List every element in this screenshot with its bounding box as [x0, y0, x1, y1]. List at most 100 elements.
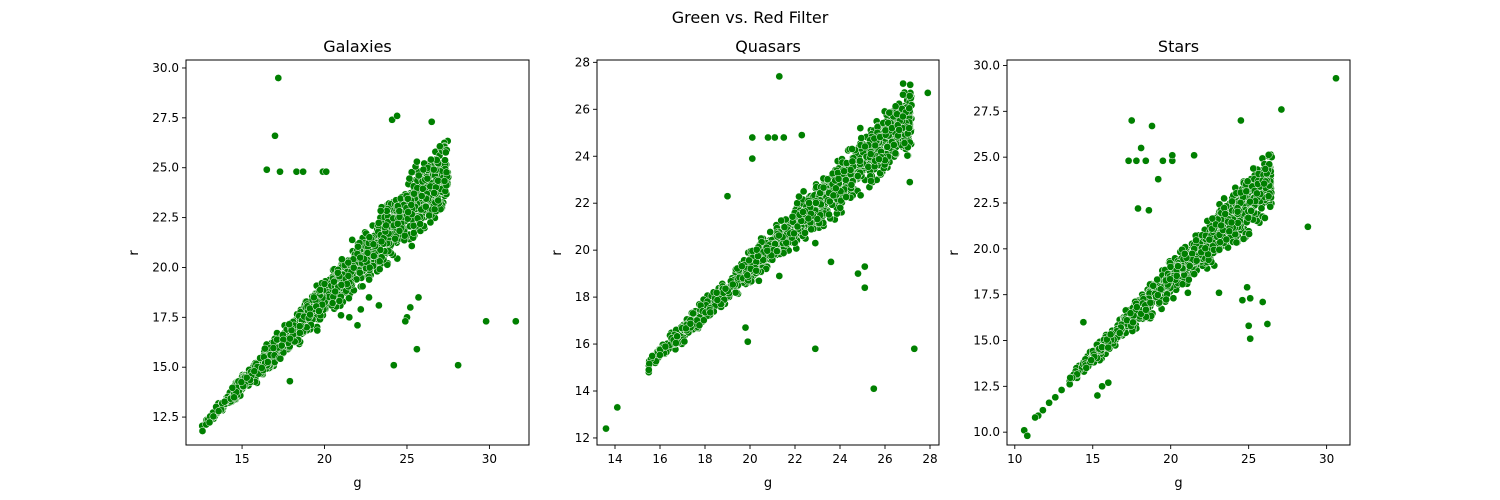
- scatter-point: [1087, 356, 1096, 365]
- y-tick-label: 17.5: [973, 288, 1000, 302]
- scatter-point: [383, 260, 392, 269]
- scatter-point: [1174, 262, 1182, 271]
- scatter-point: [712, 288, 721, 297]
- scatter-point: [1217, 221, 1226, 230]
- scatter-point: [825, 210, 833, 219]
- scatter-point: [899, 112, 907, 121]
- panel-quasars: Quasars g r 14 16 18 20 22 24 26 28 12 14 16 18 20 22…: [550, 37, 940, 491]
- y-tick-label: 20.0: [973, 242, 1000, 256]
- scatter-point: [1045, 398, 1053, 407]
- scatter-point: [337, 281, 346, 289]
- scatter-point: [764, 133, 772, 142]
- scatter-point: [1169, 294, 1178, 303]
- scatter-point: [429, 165, 438, 174]
- y-axis-label: r: [127, 250, 142, 256]
- y-tick-label: 26: [575, 102, 590, 116]
- scatter-point: [672, 339, 680, 347]
- scatter-point: [1066, 373, 1075, 382]
- scatter-point: [906, 80, 915, 89]
- y-tick-label: 17.5: [152, 310, 179, 324]
- scatter-point: [330, 277, 338, 286]
- scatter-point: [807, 225, 816, 234]
- scatter-point: [613, 403, 622, 412]
- scatter-point: [804, 214, 813, 223]
- scatter-point: [813, 215, 822, 223]
- scatter-point: [752, 266, 761, 275]
- scatter-point: [306, 310, 314, 319]
- y-tick-label: 22.5: [973, 196, 1000, 210]
- scatter-point: [775, 231, 783, 240]
- scatter-point: [344, 258, 353, 267]
- x-tick-label: 20: [1163, 452, 1178, 466]
- scatter-point: [274, 74, 283, 82]
- scatter-point: [482, 317, 490, 326]
- scatter-point: [271, 131, 279, 140]
- scatter-point: [1127, 116, 1136, 125]
- scatter-point: [269, 344, 278, 352]
- scatter-point: [811, 239, 820, 247]
- scatter-point: [763, 246, 772, 255]
- scatter-point: [299, 167, 307, 176]
- scatter-point: [795, 192, 803, 201]
- x-axis-label: g: [353, 476, 361, 491]
- scatter-point: [748, 154, 757, 163]
- points-layer: [1020, 74, 1340, 440]
- scatter-point: [1039, 406, 1047, 415]
- scatter-point: [1261, 214, 1269, 222]
- scatter-point: [899, 90, 907, 99]
- scatter-point: [1233, 207, 1242, 216]
- scatter-point: [220, 397, 229, 406]
- scatter-point: [695, 321, 704, 330]
- x-axis-label: g: [1174, 476, 1182, 491]
- scatter-point: [345, 294, 353, 303]
- scatter-point: [413, 157, 421, 166]
- scatter-point: [333, 268, 342, 277]
- x-tick-label: 14: [607, 452, 622, 466]
- scatter-point: [1065, 380, 1074, 389]
- x-tick-label: 26: [877, 452, 892, 466]
- scatter-point: [644, 366, 653, 374]
- y-tick-label: 14: [575, 384, 590, 398]
- scatter-point: [1051, 393, 1060, 402]
- scatter-point: [773, 247, 781, 256]
- scatter-point: [891, 102, 900, 111]
- scatter-point: [1243, 177, 1252, 186]
- scatter-point: [369, 252, 378, 260]
- scatter-point: [328, 299, 337, 307]
- scatter-point: [831, 184, 840, 193]
- scatter-point: [1079, 318, 1088, 327]
- scatter-point: [395, 207, 404, 215]
- scatter-point: [867, 177, 875, 185]
- y-tick-label: 15.0: [973, 334, 1000, 348]
- scatter-point: [900, 139, 909, 147]
- scatter-point: [1215, 288, 1223, 297]
- scatter-point: [1257, 204, 1266, 213]
- scatter-point: [292, 167, 301, 176]
- scatter-point: [689, 309, 697, 318]
- scatter-point: [335, 297, 344, 305]
- scatter-point: [277, 341, 286, 350]
- scatter-point: [853, 172, 862, 180]
- scatter-point: [1023, 431, 1032, 440]
- scatter-point: [376, 246, 385, 254]
- scatter-point: [345, 313, 354, 322]
- y-tick-label: 22: [575, 196, 590, 210]
- scatter-point: [1031, 413, 1039, 422]
- scatter-point: [1132, 303, 1141, 311]
- scatter-point: [356, 305, 365, 314]
- y-tick-label: 12: [575, 431, 590, 445]
- panel-title: Stars: [1158, 37, 1199, 56]
- scatter-point: [856, 157, 864, 165]
- scatter-point: [1134, 204, 1142, 213]
- scatter-point: [250, 367, 259, 376]
- scatter-point: [1184, 288, 1192, 297]
- scatter-point: [728, 280, 737, 289]
- scatter-point: [313, 326, 322, 335]
- scatter-point: [316, 286, 325, 294]
- scatter-point: [905, 178, 914, 186]
- points-layer: [198, 74, 520, 435]
- scatter-point: [1246, 334, 1255, 343]
- y-tick-label: 15.0: [152, 360, 179, 374]
- scatter-point: [846, 166, 855, 174]
- scatter-point: [1104, 378, 1113, 387]
